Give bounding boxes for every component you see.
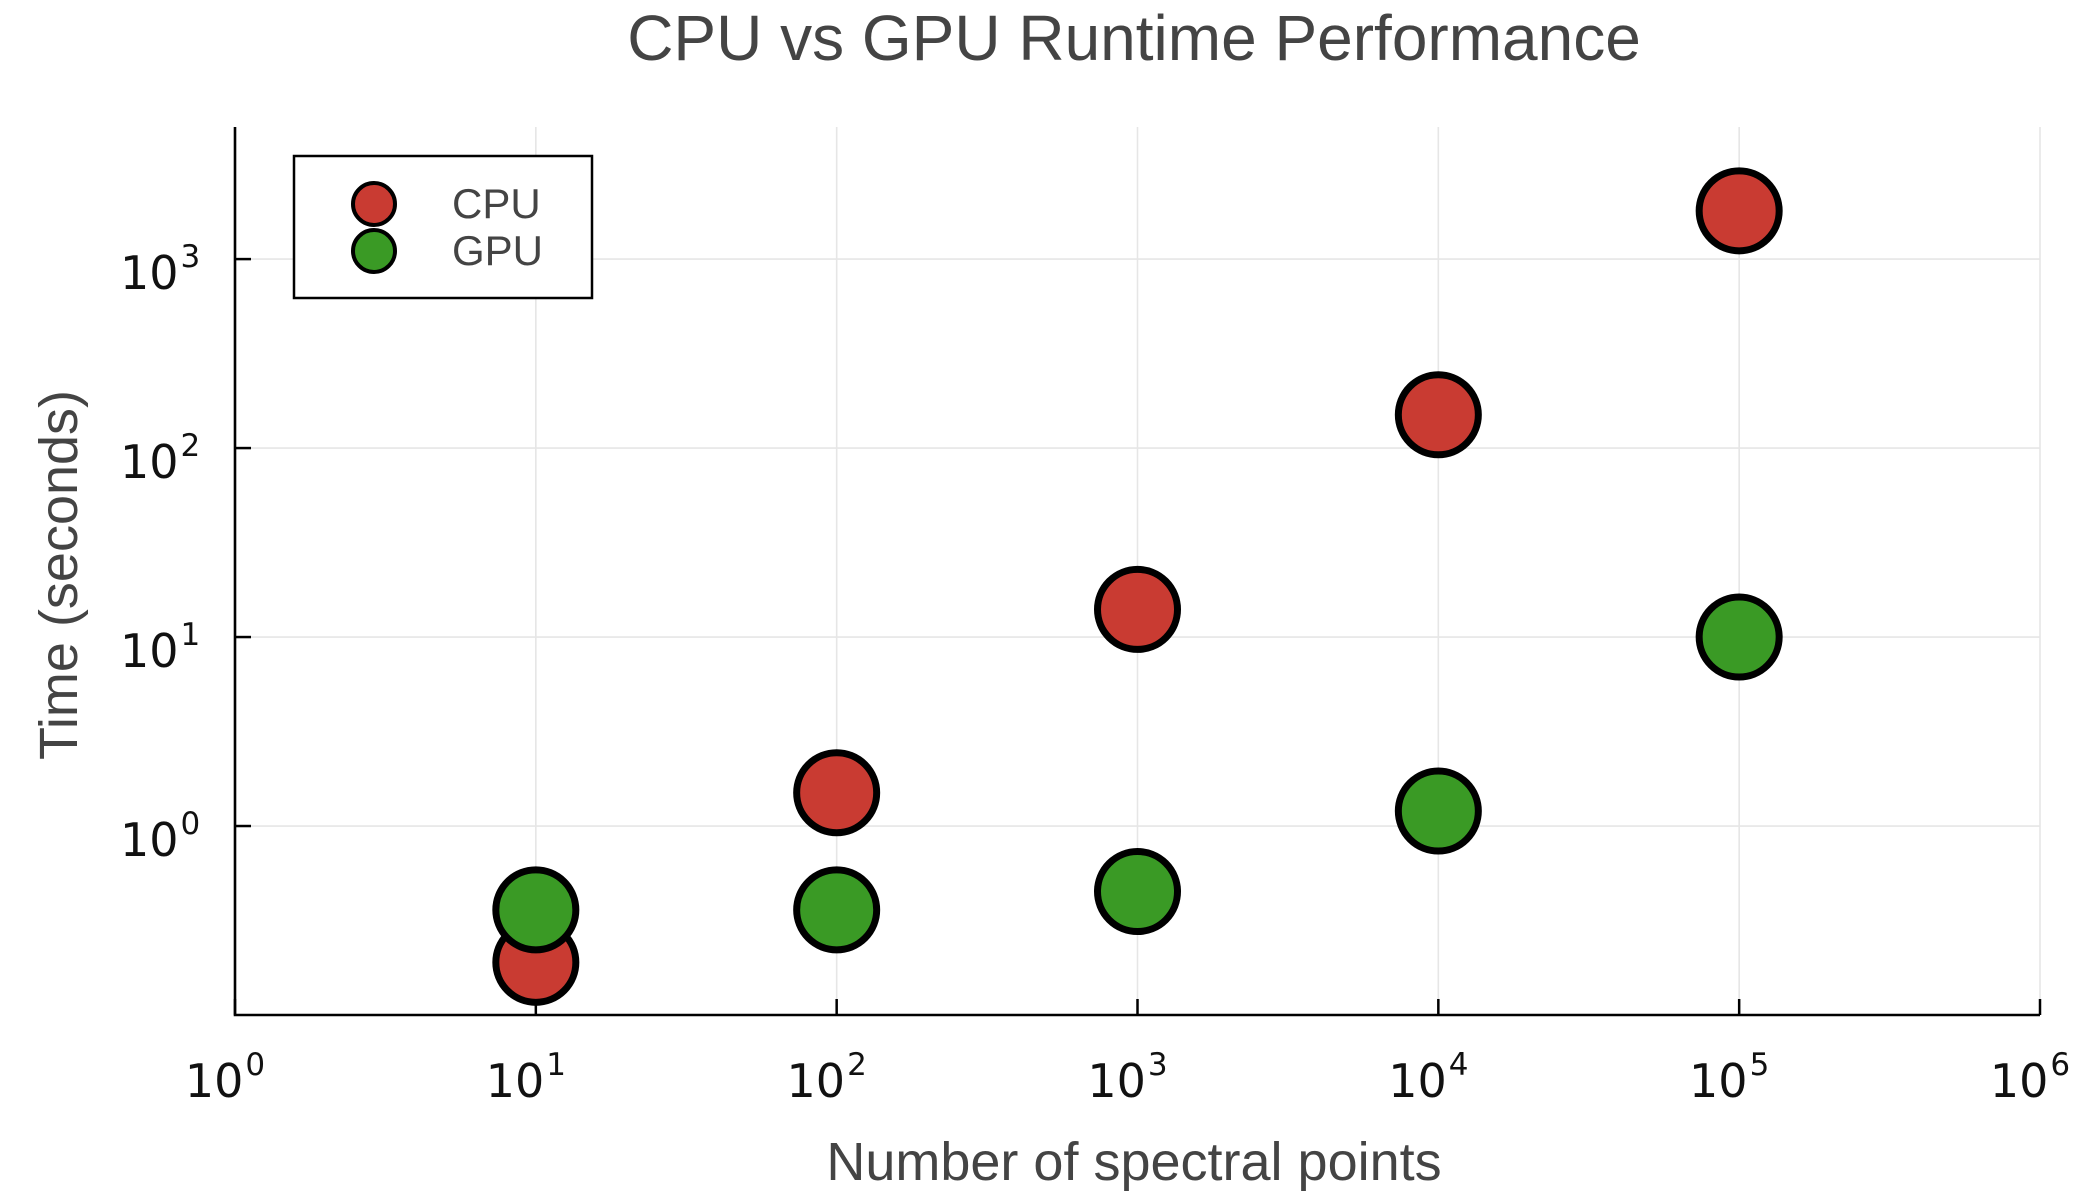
x-tick-label-exponent: 3 <box>1148 1047 1168 1083</box>
x-tick-label-base: 10 <box>486 1054 545 1108</box>
gpu-data-point <box>793 866 881 954</box>
x-tick-label-base: 10 <box>1087 1054 1146 1108</box>
y-tick-label-base: 10 <box>120 435 179 489</box>
y-tick-label: 103 <box>120 239 200 300</box>
y-tick-label-base: 10 <box>120 624 179 678</box>
x-tick-label-base: 10 <box>787 1054 846 1108</box>
x-tick-label-exponent: 1 <box>546 1047 566 1083</box>
cpu-data-point <box>1394 371 1482 459</box>
y-tick-label-exponent: 3 <box>181 239 201 275</box>
gpu-data-point <box>1094 848 1181 936</box>
y-tick-label: 101 <box>120 617 200 678</box>
legend-marker-gpu <box>351 228 397 274</box>
y-tick-label-exponent: 2 <box>181 428 201 464</box>
x-axis-label: Number of spectral points <box>826 1132 1441 1192</box>
x-tick-label-exponent: 6 <box>2050 1047 2070 1083</box>
x-tick-label-exponent: 4 <box>1449 1047 1469 1083</box>
gpu-data-point <box>1695 593 1783 681</box>
cpu-data-point <box>793 749 881 837</box>
legend-label-gpu: GPU <box>452 227 543 274</box>
legend-box <box>292 154 594 300</box>
cpu-data-point <box>1094 565 1181 653</box>
x-tick-label: 104 <box>1388 1047 1468 1108</box>
y-tick-label-base: 10 <box>120 246 179 300</box>
data-points <box>492 167 1783 1006</box>
legend-label-cpu: CPU <box>452 180 541 227</box>
x-tick-label: 105 <box>1689 1047 1769 1108</box>
x-tick-label-base: 10 <box>185 1054 244 1108</box>
chart-title: CPU vs GPU Runtime Performance <box>627 2 1641 74</box>
gpu-data-point <box>1394 767 1482 855</box>
y-tick-label-exponent: 0 <box>181 806 201 842</box>
x-tick-label: 100 <box>185 1047 265 1108</box>
x-tick-label: 106 <box>1990 1047 2070 1108</box>
x-tick-label-exponent: 0 <box>245 1047 265 1083</box>
y-tick-label-exponent: 1 <box>181 617 201 653</box>
x-tick-label-base: 10 <box>1990 1054 2049 1108</box>
y-tick-label: 102 <box>120 428 200 489</box>
legend-marker-cpu <box>351 181 397 227</box>
x-tick-label-base: 10 <box>1388 1054 1447 1108</box>
y-tick-label-base: 10 <box>120 813 179 867</box>
x-tick-label: 101 <box>486 1047 566 1108</box>
y-axis-label: Time (seconds) <box>29 390 89 760</box>
y-tick-label: 100 <box>120 806 200 867</box>
x-tick-label-exponent: 5 <box>1750 1047 1770 1083</box>
x-tick-label-exponent: 2 <box>847 1047 867 1083</box>
x-tick-label: 102 <box>787 1047 867 1108</box>
x-tick-label-base: 10 <box>1689 1054 1748 1108</box>
gpu-data-point <box>492 866 580 954</box>
cpu-data-point <box>1695 167 1783 255</box>
x-tick-label: 103 <box>1087 1047 1167 1108</box>
